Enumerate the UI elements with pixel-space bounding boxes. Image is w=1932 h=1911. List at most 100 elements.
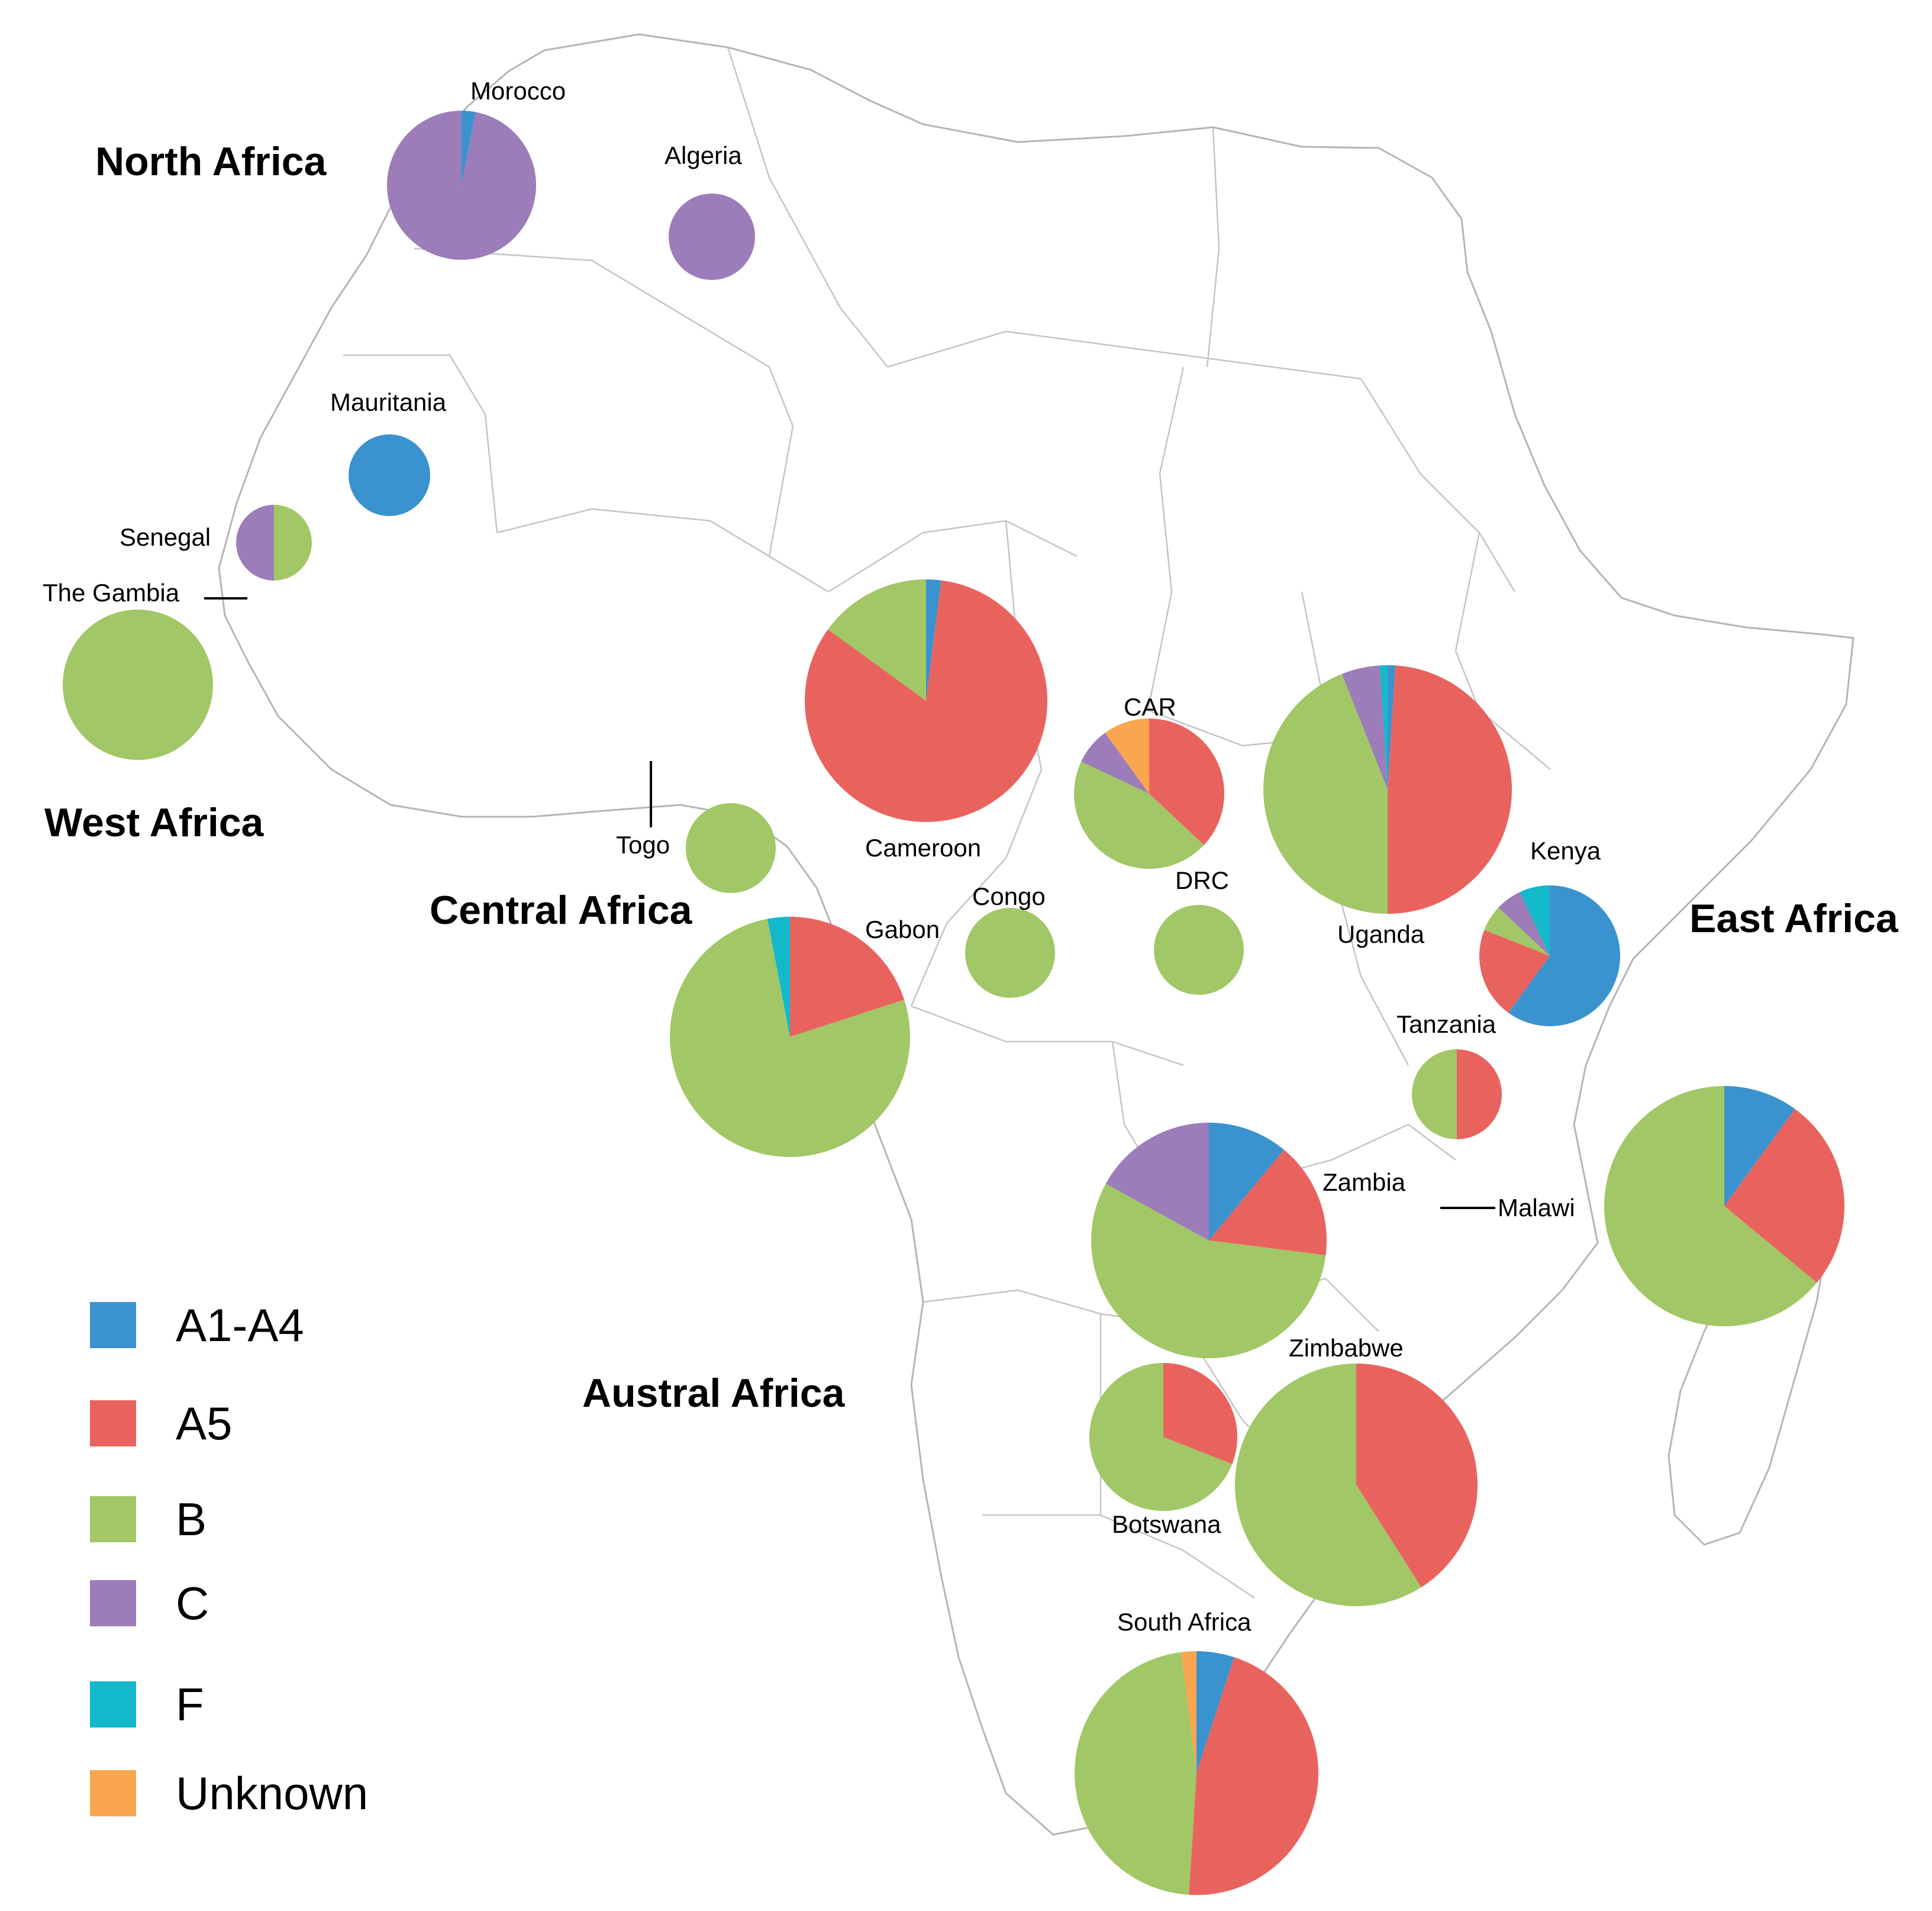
label-gabon: Gabon xyxy=(865,916,940,943)
label-togo: Togo xyxy=(616,831,670,859)
region-label-north-africa: North Africa xyxy=(95,139,327,184)
pie-slice-the-gambia-b xyxy=(63,610,213,760)
region-label-austral-africa: Austral Africa xyxy=(582,1371,846,1416)
legend-swatch-f xyxy=(90,1681,136,1728)
pie-slice-morocco-a1a4 xyxy=(462,111,476,185)
legend-label-unknown: Unknown xyxy=(176,1767,368,1819)
genotype-legend: A1-A4 A5 B C F Unknown xyxy=(90,1299,368,1819)
label-tanzania: Tanzania xyxy=(1396,1010,1496,1038)
pie-congo xyxy=(965,908,1055,998)
pie-cameroon xyxy=(805,579,1047,823)
pie-uganda xyxy=(1263,665,1512,914)
pie-slice-uganda-c xyxy=(1341,665,1388,789)
pie-slice-zimbabwe-a5 xyxy=(1356,1364,1478,1588)
pie-tanzania xyxy=(1412,1049,1502,1139)
pie-slice-mauritania-a1a4 xyxy=(349,434,430,516)
pie-slice-kenya-a1a4 xyxy=(1508,885,1620,1027)
pie-slice-kenya-b xyxy=(1484,907,1550,956)
pie-slice-malawi-a5 xyxy=(1724,1108,1844,1283)
pie-slice-malawi-a1a4 xyxy=(1724,1086,1795,1206)
label-morocco: Morocco xyxy=(470,77,566,105)
region-label-west-africa: West Africa xyxy=(44,800,265,845)
pie-zimbabwe xyxy=(1234,1364,1478,1606)
pie-slice-zambia-a5 xyxy=(1209,1149,1327,1255)
pie-slice-uganda-f xyxy=(1379,665,1388,789)
pie-slice-zambia-b xyxy=(1091,1184,1326,1358)
label-kenya: Kenya xyxy=(1530,837,1601,865)
legend-label-b: B xyxy=(176,1493,207,1545)
pie-slice-zambia-c xyxy=(1105,1123,1209,1240)
label-cameroon: Cameroon xyxy=(865,834,981,862)
pie-slice-uganda-b xyxy=(1263,673,1388,914)
pie-slice-congo-b xyxy=(965,908,1055,998)
pie-malawi xyxy=(1604,1086,1844,1326)
pie-slice-cameroon-b xyxy=(828,579,926,701)
legend-label-f: F xyxy=(176,1678,204,1730)
pie-drc xyxy=(1154,905,1244,995)
pie-slice-car-c xyxy=(1081,733,1149,794)
label-drc: DRC xyxy=(1175,866,1229,894)
pie-slice-botswana-a5 xyxy=(1163,1363,1238,1465)
pie-zambia xyxy=(1091,1123,1327,1358)
pie-slice-car-unknown xyxy=(1105,718,1149,794)
pie-slice-tanzania-b xyxy=(1412,1049,1457,1139)
label-botswana: Botswana xyxy=(1112,1510,1221,1538)
pie-slice-car-a5 xyxy=(1149,718,1224,845)
pie-slice-gabon-b xyxy=(669,919,910,1158)
pie-slice-south-africa-a5 xyxy=(1189,1657,1319,1895)
pie-slice-south-africa-unknown xyxy=(1181,1651,1196,1773)
pie-slice-senegal-b xyxy=(274,505,312,581)
pie-slice-cameroon-a5 xyxy=(805,580,1047,823)
pie-slice-kenya-f xyxy=(1520,885,1550,956)
pie-slice-morocco-c xyxy=(386,111,537,260)
pie-slice-drc-b xyxy=(1154,905,1244,995)
pie-slice-zambia-a1a4 xyxy=(1209,1123,1284,1240)
pie-slice-kenya-a5 xyxy=(1479,930,1550,1013)
genotype-pie-charts xyxy=(63,111,1844,1895)
pie-slice-botswana-b xyxy=(1089,1363,1233,1511)
pie-slice-tanzania-a5 xyxy=(1457,1049,1502,1139)
pie-algeria xyxy=(669,194,755,280)
pie-slice-senegal-c xyxy=(236,505,274,581)
pie-car xyxy=(1073,718,1224,869)
label-senegal: Senegal xyxy=(120,523,211,551)
pie-morocco xyxy=(386,111,537,260)
pie-the-gambia xyxy=(63,610,213,760)
pie-gabon xyxy=(669,917,910,1158)
legend-label-a1-a4: A1-A4 xyxy=(176,1299,304,1351)
label-malawi: Malawi xyxy=(1498,1194,1575,1222)
region-label-east-africa: East Africa xyxy=(1689,896,1899,941)
pie-slice-cameroon-a1a4 xyxy=(926,579,941,701)
pie-slice-gabon-a5 xyxy=(790,917,905,1037)
legend-swatch-a5 xyxy=(90,1400,136,1446)
pie-slice-uganda-a1a4 xyxy=(1388,665,1396,789)
pie-botswana xyxy=(1089,1363,1238,1511)
label-south-africa: South Africa xyxy=(1117,1608,1252,1636)
label-the-gambia: The Gambia xyxy=(43,579,180,607)
legend-swatch-c xyxy=(90,1580,136,1626)
legend-swatch-a1-a4 xyxy=(90,1302,136,1348)
label-uganda: Uganda xyxy=(1337,920,1425,948)
pie-togo xyxy=(686,803,776,893)
country-labels: Morocco Algeria Mauritania Senegal The G… xyxy=(43,77,1601,1636)
legend-label-a5: A5 xyxy=(176,1397,232,1449)
legend-swatch-unknown xyxy=(90,1770,136,1816)
label-zambia: Zambia xyxy=(1323,1168,1406,1196)
region-labels: North Africa West Africa Central Africa … xyxy=(44,139,1899,1416)
pie-mauritania xyxy=(349,434,430,516)
africa-coastline xyxy=(218,33,1854,1836)
pie-slice-car-b xyxy=(1073,761,1204,869)
pie-slice-kenya-c xyxy=(1498,892,1550,956)
pie-slice-south-africa-a1a4 xyxy=(1196,1651,1234,1773)
pie-slice-algeria-c xyxy=(669,194,755,280)
leader-lines xyxy=(204,597,1495,1209)
pie-slice-south-africa-b xyxy=(1074,1652,1196,1895)
label-algeria: Algeria xyxy=(665,141,742,169)
region-label-central-africa: Central Africa xyxy=(430,888,693,933)
label-congo: Congo xyxy=(972,882,1046,910)
pie-kenya xyxy=(1479,885,1620,1027)
pie-south-africa xyxy=(1074,1651,1319,1895)
pie-senegal xyxy=(236,505,312,581)
legend-swatch-b xyxy=(90,1496,136,1542)
